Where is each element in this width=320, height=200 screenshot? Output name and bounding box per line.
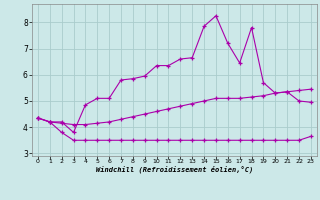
X-axis label: Windchill (Refroidissement éolien,°C): Windchill (Refroidissement éolien,°C) (96, 166, 253, 173)
